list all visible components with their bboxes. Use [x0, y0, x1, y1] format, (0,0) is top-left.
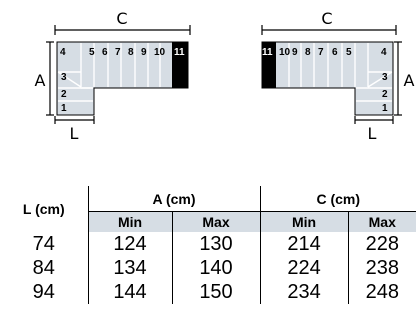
- cell-a-max: 130: [171, 232, 261, 256]
- cell-c-min: 214: [259, 232, 349, 256]
- right-step-label: 3: [382, 72, 388, 83]
- left-step-label: 1: [61, 103, 67, 114]
- right-step-label: 8: [305, 47, 311, 58]
- cell-l: 94: [32, 280, 55, 303]
- left-bottom-step-labels: 3 2 1: [61, 72, 67, 114]
- left-step-label: 6: [102, 47, 108, 58]
- right-stair-diagram: C A 11 10 9 8 7 6 5 4 3 2 1 L: [261, 9, 415, 143]
- left-step-label: 7: [115, 47, 121, 58]
- right-step-label: 9: [292, 47, 298, 58]
- header-l: L (cm): [22, 201, 65, 217]
- table-row: 94 144 150 234 248: [0, 280, 416, 304]
- table-subheader-row: Min Max Min Max: [0, 211, 416, 232]
- right-dim-c-label: C: [321, 9, 332, 28]
- stair-diagrams: C A 4 5 6 7 8 9 10 11 321 L: [35, 9, 415, 143]
- left-step-label: 5: [89, 47, 95, 58]
- subheader-a-max: Max: [171, 211, 261, 232]
- table-row: 84 134 140 224 238: [0, 256, 416, 280]
- cell-l: 74: [32, 232, 55, 255]
- right-bottom-step-labels: 3 2 1: [382, 72, 388, 114]
- left-stair-diagram: C A 4 5 6 7 8 9 10 11 3 2 1 L: [35, 9, 191, 143]
- header-a: A (cm): [87, 186, 261, 212]
- header-c: C (cm): [259, 186, 416, 212]
- right-step-label: 7: [318, 47, 324, 58]
- left-stair-outline: [56, 41, 189, 116]
- right-step-label: 6: [332, 47, 338, 58]
- left-dim-c-label: C: [116, 9, 127, 28]
- cell-c-max: 228: [347, 232, 416, 256]
- cell-l: 84: [32, 256, 55, 279]
- right-step-label: 2: [382, 89, 388, 100]
- table-header-row: L (cm) A (cm) C (cm): [0, 186, 416, 217]
- left-step-label: 4: [60, 47, 66, 58]
- dimensions-table: L (cm) A (cm) C (cm) Min Max Min Max 74 …: [0, 186, 416, 304]
- left-step-label: 9: [141, 47, 147, 58]
- right-step-label: 10: [279, 47, 291, 58]
- table-row: 74 124 130 214 228: [0, 232, 416, 256]
- cell-c-min: 234: [259, 280, 349, 304]
- cell-c-max: 238: [347, 256, 416, 280]
- cell-a-min: 134: [87, 256, 172, 280]
- left-dim-l-label: L: [70, 124, 79, 143]
- cell-c-min: 224: [259, 256, 349, 280]
- left-step-label: 11: [174, 47, 185, 58]
- cell-a-max: 150: [171, 280, 261, 304]
- right-highlight-step: [262, 42, 276, 88]
- left-top-step-labels: 4 5 6 7 8 9 10 11: [60, 47, 185, 58]
- left-step-label: 3: [61, 72, 67, 83]
- right-dim-a-label: A: [404, 71, 415, 90]
- cell-c-max: 248: [347, 280, 416, 304]
- right-step-label: 11: [262, 47, 273, 58]
- right-step-label: 5: [346, 47, 352, 58]
- left-dim-a-label: A: [35, 71, 46, 90]
- left-step-label: 10: [154, 47, 166, 58]
- right-step-label: 4: [381, 47, 387, 58]
- subheader-a-min: Min: [87, 211, 172, 232]
- right-top-step-labels: 11 10 9 8 7 6 5 4: [262, 47, 387, 58]
- cell-a-min: 124: [87, 232, 172, 256]
- left-highlight-step: [172, 42, 188, 88]
- left-step-label: 8: [128, 47, 134, 58]
- subheader-c-max: Max: [347, 211, 416, 232]
- left-step-label: 2: [61, 89, 67, 100]
- right-step-label: 1: [382, 103, 388, 114]
- right-dim-l-label: L: [368, 124, 377, 143]
- subheader-c-min: Min: [259, 211, 349, 232]
- cell-a-min: 144: [87, 280, 172, 304]
- cell-a-max: 140: [171, 256, 261, 280]
